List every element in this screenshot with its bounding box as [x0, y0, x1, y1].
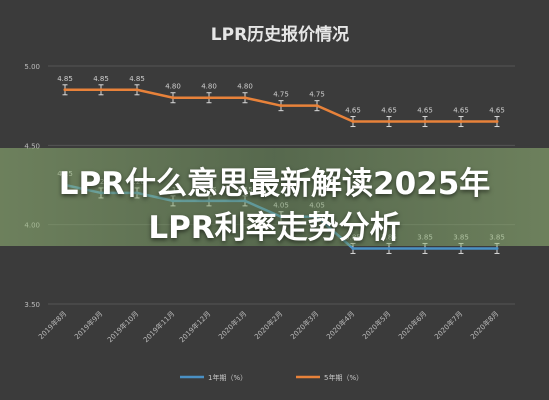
- x-tick-label: 2020年4月: [324, 309, 356, 341]
- data-point: [351, 120, 355, 124]
- data-label: 4.65: [381, 107, 397, 115]
- x-tick-label: 2020年7月: [432, 309, 464, 341]
- data-label: 4.75: [309, 91, 325, 99]
- data-point: [99, 88, 103, 92]
- data-point: [243, 96, 247, 100]
- data-label: 4.85: [129, 75, 145, 83]
- chart-title: LPR历史报价情况: [211, 24, 349, 45]
- y-tick-label: 3.50: [24, 301, 40, 309]
- x-tick-label: 2019年9月: [72, 309, 104, 341]
- x-tick-label: 2019年11月: [141, 309, 176, 344]
- data-label: 4.85: [93, 75, 109, 83]
- data-label: 4.85: [57, 75, 73, 83]
- data-label: 4.65: [417, 107, 433, 115]
- data-point: [423, 246, 427, 250]
- data-label: 4.65: [489, 107, 505, 115]
- data-label: 4.75: [273, 91, 289, 99]
- data-point: [171, 96, 175, 100]
- x-tick-label: 2020年3月: [288, 309, 320, 341]
- data-point: [63, 88, 67, 92]
- x-tick-label: 2020年6月: [396, 309, 428, 341]
- data-point: [279, 104, 283, 108]
- data-point: [423, 120, 427, 124]
- series-1: 4.85 4.85 4.85 4.80 4.80 4.80 4.75 4.75 4.65 4.65…: [57, 75, 505, 128]
- data-label: 4.80: [237, 83, 253, 91]
- data-label: 4.65: [453, 107, 469, 115]
- legend-label: 1年期（%）: [208, 373, 247, 382]
- data-label: 4.80: [165, 83, 181, 91]
- x-tick-label: 2020年2月: [252, 309, 284, 341]
- x-tick-label: 2020年1月: [216, 309, 248, 341]
- x-tick-label: 2019年10月: [105, 309, 140, 344]
- data-point: [135, 88, 139, 92]
- x-tick-label: 2019年8月: [36, 309, 68, 341]
- data-point: [459, 120, 463, 124]
- data-point: [315, 104, 319, 108]
- headline-line-2: LPR利率走势分析: [148, 210, 401, 246]
- data-point: [495, 120, 499, 124]
- data-point: [495, 246, 499, 250]
- data-point: [351, 246, 355, 250]
- y-tick-label: 5.00: [24, 63, 40, 71]
- data-point: [459, 246, 463, 250]
- data-label: 4.65: [345, 107, 361, 115]
- data-point: [387, 246, 391, 250]
- x-tick-label: 2020年8月: [468, 309, 500, 341]
- x-tick-label: 2019年12月: [177, 309, 212, 344]
- y-tick-label: 4.50: [24, 142, 40, 150]
- headline-line-1: LPR什么意思最新解读2025年: [58, 166, 491, 202]
- x-tick-label: 2020年5月: [360, 309, 392, 341]
- data-label: 4.80: [201, 83, 217, 91]
- data-point: [387, 120, 391, 124]
- headline-banner: [0, 148, 549, 246]
- legend-label: 5年期（%）: [324, 373, 363, 382]
- data-point: [207, 96, 211, 100]
